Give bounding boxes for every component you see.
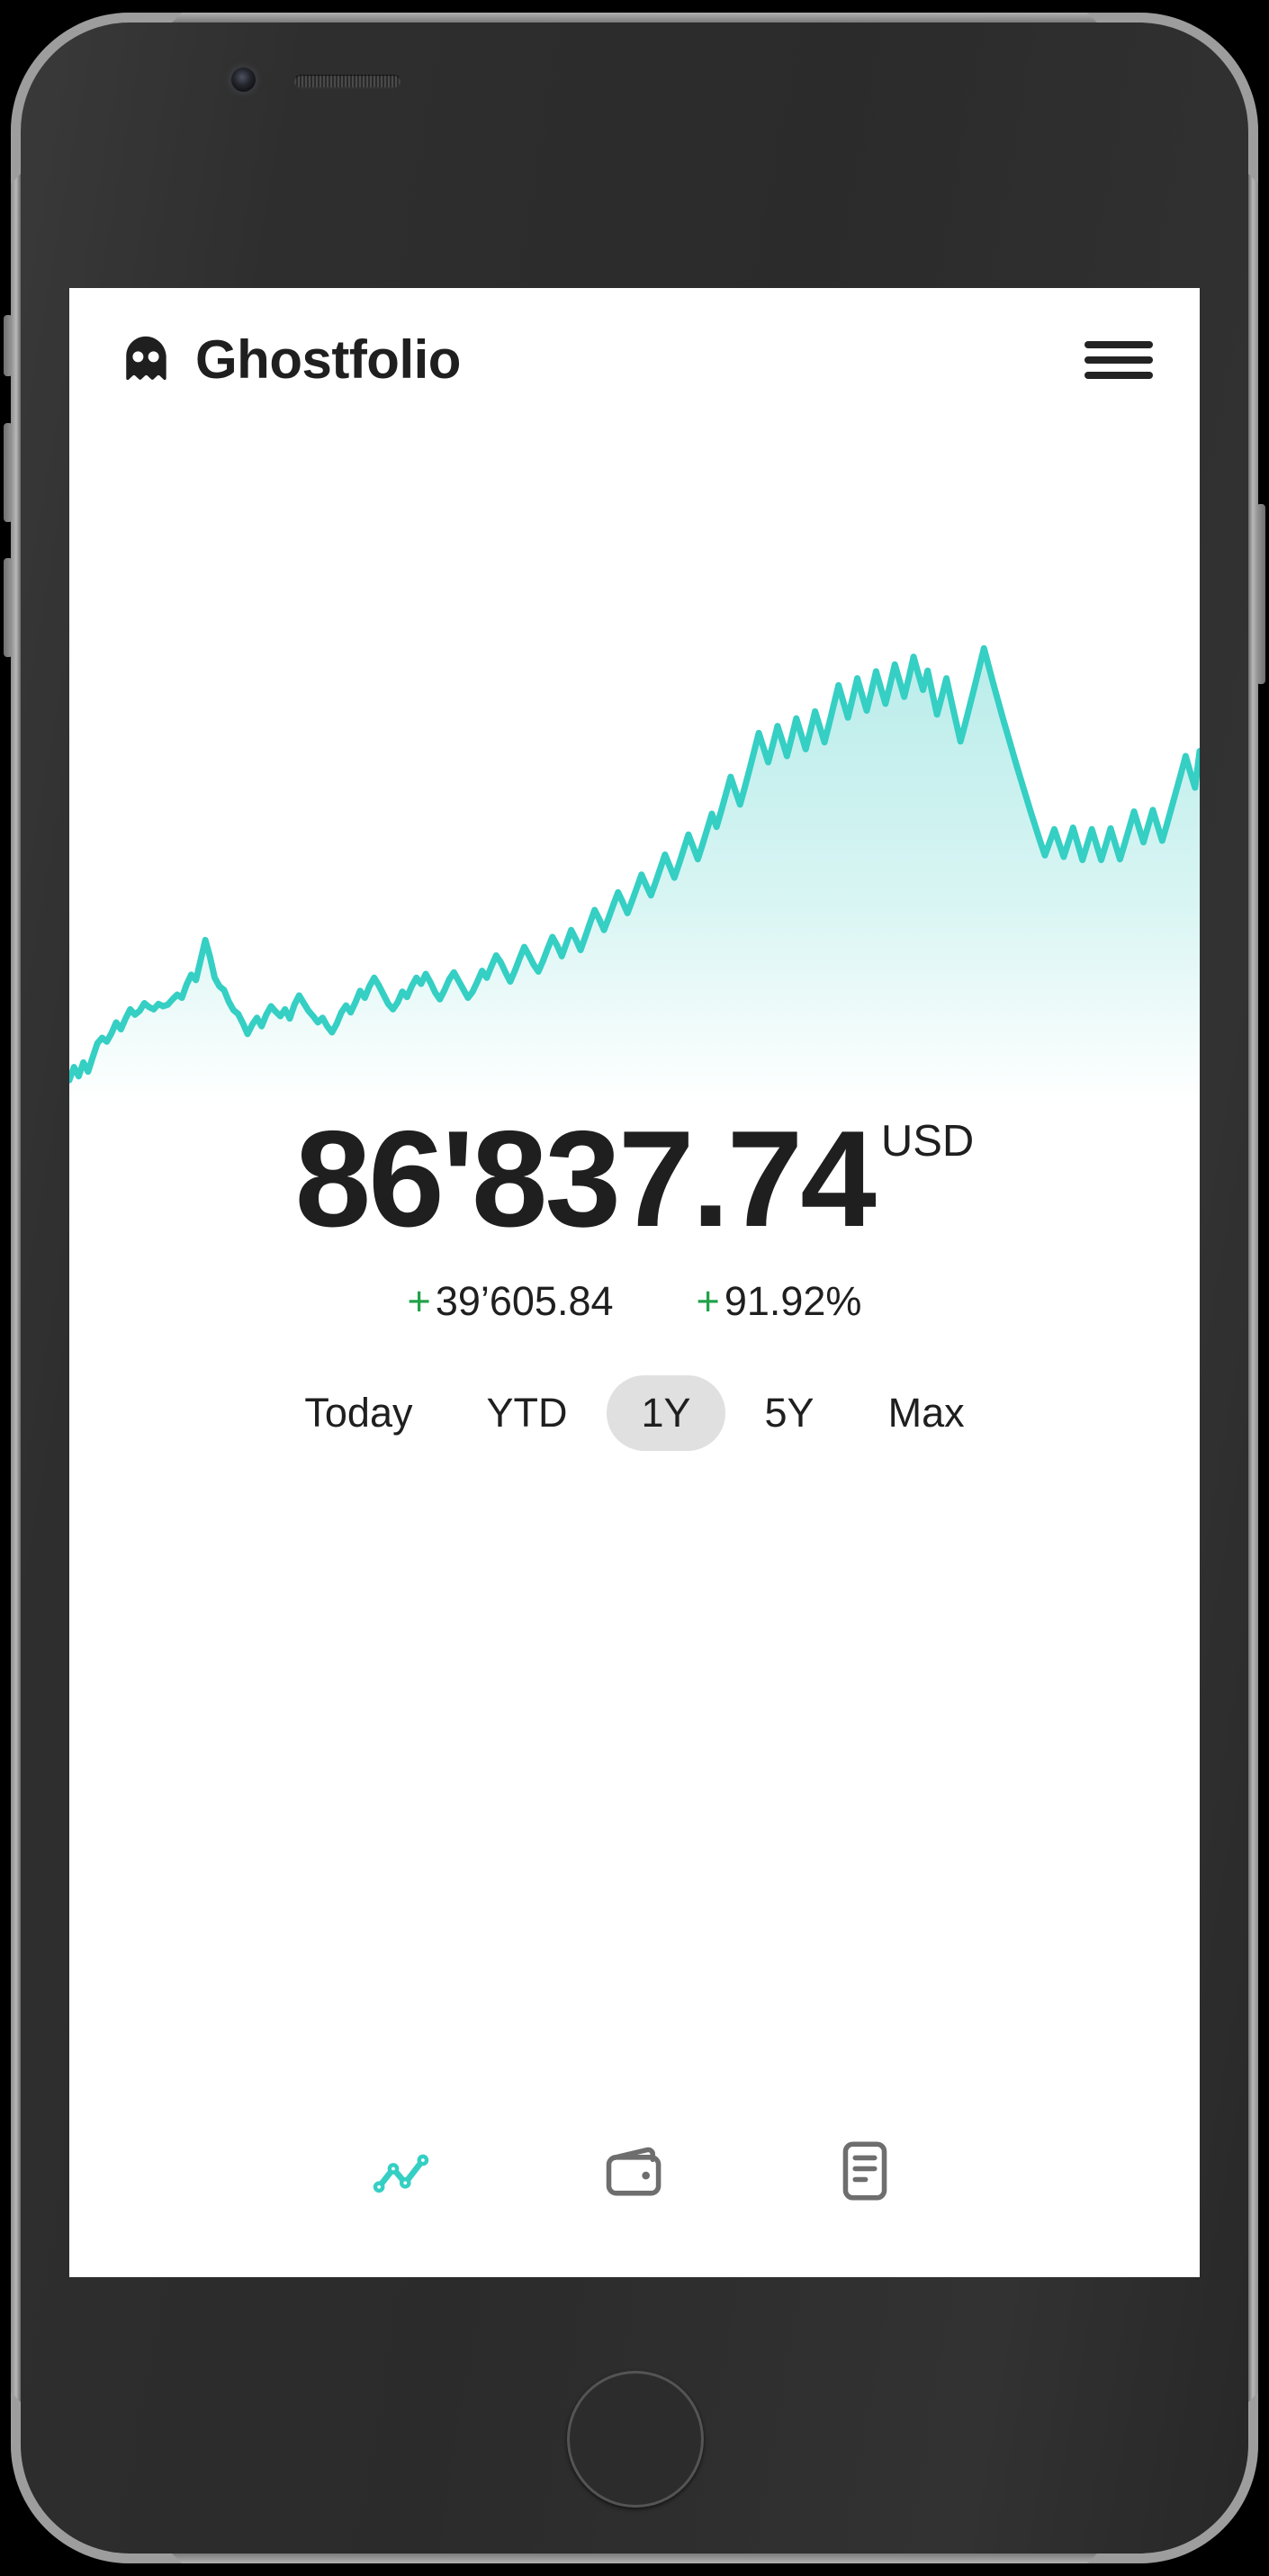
front-camera-icon	[231, 68, 256, 92]
ghost-icon	[126, 336, 166, 381]
document-icon	[842, 2141, 887, 2201]
earpiece-speaker-icon	[294, 75, 400, 87]
frame-rail-left	[11, 135, 21, 2439]
power-button[interactable]	[1256, 504, 1265, 684]
range-tab-5y[interactable]: 5Y	[764, 1390, 814, 1436]
portfolio-change-row: +39’605.84 +91.92%	[69, 1278, 1200, 1325]
brand[interactable]: Ghostfolio	[120, 333, 461, 387]
home-button[interactable]	[567, 2371, 704, 2508]
range-tab-max[interactable]: Max	[887, 1390, 965, 1436]
wallet-icon	[606, 2147, 662, 2196]
mute-switch-button[interactable]	[4, 315, 13, 376]
frame-corner-bottom-left	[11, 2392, 182, 2563]
portfolio-value-line: 86'837.74 USD	[69, 1111, 1200, 1247]
percent-change-value: 91.92%	[724, 1278, 862, 1324]
nav-accounts[interactable]	[825, 2131, 904, 2211]
percent-change-sign: +	[696, 1278, 720, 1324]
absolute-change-sign: +	[407, 1278, 431, 1324]
portfolio-performance-chart[interactable]	[69, 637, 1200, 1105]
portfolio-value: 86'837.74	[294, 1103, 877, 1256]
portfolio-value-block: 86'837.74 USD +39’605.84 +91.92%	[69, 1111, 1200, 1325]
nav-overview[interactable]	[364, 2131, 444, 2211]
volume-up-button[interactable]	[4, 423, 13, 522]
line-chart-icon	[373, 2154, 429, 2193]
frame-rail-right	[1248, 135, 1258, 2439]
frame-rail-top	[135, 13, 1134, 23]
hamburger-line-3	[1084, 372, 1153, 379]
date-range-tabs: Today YTD 1Y 5Y Max	[69, 1375, 1200, 1451]
app-header: Ghostfolio	[69, 288, 1200, 432]
phone-screen: Ghostfolio	[69, 288, 1200, 2277]
hamburger-line-2	[1084, 356, 1153, 364]
nav-portfolio[interactable]	[595, 2131, 674, 2211]
frame-corner-top-right	[1087, 13, 1258, 184]
frame-rail-bottom	[135, 2553, 1134, 2563]
absolute-change-value: 39’605.84	[435, 1278, 614, 1324]
range-tab-ytd[interactable]: YTD	[486, 1390, 568, 1436]
portfolio-currency: USD	[880, 1117, 975, 1166]
range-tab-today[interactable]: Today	[304, 1390, 413, 1436]
frame-corner-bottom-right	[1087, 2392, 1258, 2563]
chart-canvas	[69, 644, 1200, 1105]
hamburger-menu-icon[interactable]	[1084, 334, 1153, 386]
app-title: Ghostfolio	[195, 329, 461, 390]
range-tab-1y[interactable]: 1Y	[607, 1375, 725, 1451]
hamburger-line-1	[1084, 341, 1153, 348]
absolute-change: +39’605.84	[408, 1278, 614, 1325]
bottom-navigation	[69, 2131, 1200, 2211]
volume-down-button[interactable]	[4, 558, 13, 657]
frame-corner-top-left	[11, 13, 182, 184]
percent-change: +91.92%	[697, 1278, 862, 1325]
